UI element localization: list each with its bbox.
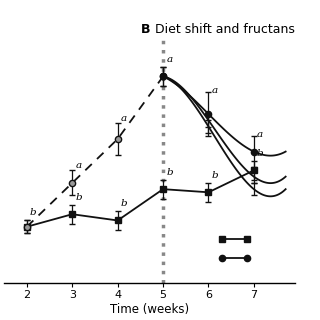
- Text: Diet shift and fructans: Diet shift and fructans: [151, 23, 295, 36]
- Text: a: a: [212, 86, 218, 95]
- Text: a: a: [76, 161, 82, 170]
- Text: b: b: [212, 171, 218, 180]
- Text: b: b: [121, 199, 127, 208]
- X-axis label: Time (weeks): Time (weeks): [110, 303, 189, 316]
- Text: b: b: [76, 193, 82, 202]
- Text: b: b: [30, 208, 37, 217]
- Text: a: a: [257, 130, 263, 139]
- Text: B: B: [141, 23, 150, 36]
- Text: b: b: [166, 168, 173, 177]
- Text: b: b: [257, 149, 264, 158]
- Text: a: a: [121, 114, 127, 124]
- Text: a: a: [166, 55, 172, 64]
